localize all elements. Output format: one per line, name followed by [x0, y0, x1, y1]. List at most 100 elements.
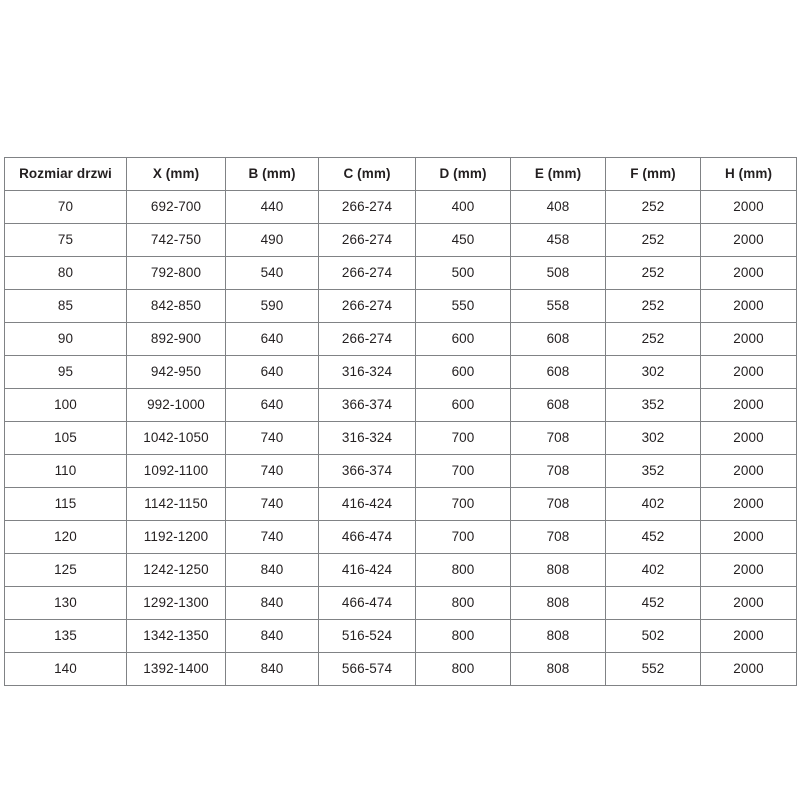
cell-value: 352 [605, 454, 701, 488]
cell-value: 502 [605, 619, 701, 653]
cell-door-size: 130 [4, 586, 127, 620]
cell-value: 800 [415, 652, 511, 686]
cell-value: 1242-1250 [126, 553, 226, 587]
cell-value: 590 [225, 289, 319, 323]
cell-value: 700 [415, 421, 511, 455]
cell-value: 1092-1100 [126, 454, 226, 488]
cell-door-size: 90 [4, 322, 127, 356]
cell-value: 1042-1050 [126, 421, 226, 455]
column-header-d: D (mm) [415, 157, 511, 191]
cell-value: 942-950 [126, 355, 226, 389]
table-header: Rozmiar drzwi X (mm) B (mm) C (mm) D (mm) E (… [4, 157, 797, 191]
cell-value: 490 [225, 223, 319, 257]
cell-value: 402 [605, 487, 701, 521]
column-header-c: C (mm) [318, 157, 416, 191]
cell-value: 708 [510, 454, 606, 488]
cell-value: 2000 [700, 586, 797, 620]
cell-value: 2000 [700, 355, 797, 389]
cell-value: 700 [415, 487, 511, 521]
table-row: 105 1042-1050 740 316-324 700 708 302 2000 [4, 421, 797, 455]
cell-value: 2000 [700, 289, 797, 323]
cell-value: 800 [415, 586, 511, 620]
cell-value: 840 [225, 619, 319, 653]
cell-value: 1192-1200 [126, 520, 226, 554]
cell-value: 316-324 [318, 355, 416, 389]
cell-value: 608 [510, 388, 606, 422]
cell-value: 416-424 [318, 553, 416, 587]
cell-value: 302 [605, 355, 701, 389]
table-row: 80 792-800 540 266-274 500 508 252 2000 [4, 256, 797, 290]
cell-value: 708 [510, 487, 606, 521]
cell-value: 1142-1150 [126, 487, 226, 521]
table-row: 120 1192-1200 740 466-474 700 708 452 2000 [4, 520, 797, 554]
cell-value: 840 [225, 553, 319, 587]
cell-value: 516-524 [318, 619, 416, 653]
cell-value: 608 [510, 355, 606, 389]
table-row: 135 1342-1350 840 516-524 800 808 502 2000 [4, 619, 797, 653]
cell-door-size: 120 [4, 520, 127, 554]
specification-table-container: Rozmiar drzwi X (mm) B (mm) C (mm) D (mm) E (… [4, 157, 797, 686]
cell-value: 700 [415, 454, 511, 488]
cell-value: 508 [510, 256, 606, 290]
cell-value: 692-700 [126, 190, 226, 224]
cell-value: 640 [225, 322, 319, 356]
cell-door-size: 135 [4, 619, 127, 653]
table-row: 100 992-1000 640 366-374 600 608 352 2000 [4, 388, 797, 422]
cell-value: 1342-1350 [126, 619, 226, 653]
cell-door-size: 110 [4, 454, 127, 488]
column-header-h: H (mm) [700, 157, 797, 191]
cell-value: 466-474 [318, 586, 416, 620]
door-size-specification-table: Rozmiar drzwi X (mm) B (mm) C (mm) D (mm) E (… [4, 157, 797, 686]
cell-value: 2000 [700, 223, 797, 257]
cell-value: 808 [510, 652, 606, 686]
cell-value: 252 [605, 289, 701, 323]
cell-value: 2000 [700, 619, 797, 653]
cell-value: 708 [510, 421, 606, 455]
cell-value: 252 [605, 256, 701, 290]
cell-value: 740 [225, 454, 319, 488]
cell-value: 892-900 [126, 322, 226, 356]
cell-value: 266-274 [318, 223, 416, 257]
cell-value: 600 [415, 322, 511, 356]
cell-value: 552 [605, 652, 701, 686]
cell-value: 450 [415, 223, 511, 257]
table-row: 85 842-850 590 266-274 550 558 252 2000 [4, 289, 797, 323]
table-row: 125 1242-1250 840 416-424 800 808 402 2000 [4, 553, 797, 587]
cell-value: 1292-1300 [126, 586, 226, 620]
cell-value: 808 [510, 586, 606, 620]
cell-value: 842-850 [126, 289, 226, 323]
cell-value: 742-750 [126, 223, 226, 257]
table-row: 110 1092-1100 740 366-374 700 708 352 2000 [4, 454, 797, 488]
cell-value: 566-574 [318, 652, 416, 686]
cell-value: 808 [510, 619, 606, 653]
column-header-f: F (mm) [605, 157, 701, 191]
table-row: 75 742-750 490 266-274 450 458 252 2000 [4, 223, 797, 257]
cell-value: 2000 [700, 322, 797, 356]
cell-value: 2000 [700, 256, 797, 290]
cell-door-size: 95 [4, 355, 127, 389]
cell-value: 708 [510, 520, 606, 554]
cell-value: 2000 [700, 652, 797, 686]
cell-door-size: 75 [4, 223, 127, 257]
cell-value: 540 [225, 256, 319, 290]
cell-door-size: 85 [4, 289, 127, 323]
cell-value: 740 [225, 487, 319, 521]
cell-value: 252 [605, 223, 701, 257]
cell-value: 792-800 [126, 256, 226, 290]
cell-value: 2000 [700, 487, 797, 521]
cell-value: 316-324 [318, 421, 416, 455]
cell-value: 992-1000 [126, 388, 226, 422]
cell-value: 608 [510, 322, 606, 356]
cell-door-size: 70 [4, 190, 127, 224]
table-body: 70 692-700 440 266-274 400 408 252 2000 75 742-75… [4, 190, 797, 686]
cell-value: 700 [415, 520, 511, 554]
cell-value: 366-374 [318, 388, 416, 422]
cell-door-size: 125 [4, 553, 127, 587]
cell-value: 2000 [700, 421, 797, 455]
cell-value: 500 [415, 256, 511, 290]
cell-value: 740 [225, 421, 319, 455]
cell-value: 452 [605, 586, 701, 620]
cell-value: 302 [605, 421, 701, 455]
cell-value: 600 [415, 388, 511, 422]
